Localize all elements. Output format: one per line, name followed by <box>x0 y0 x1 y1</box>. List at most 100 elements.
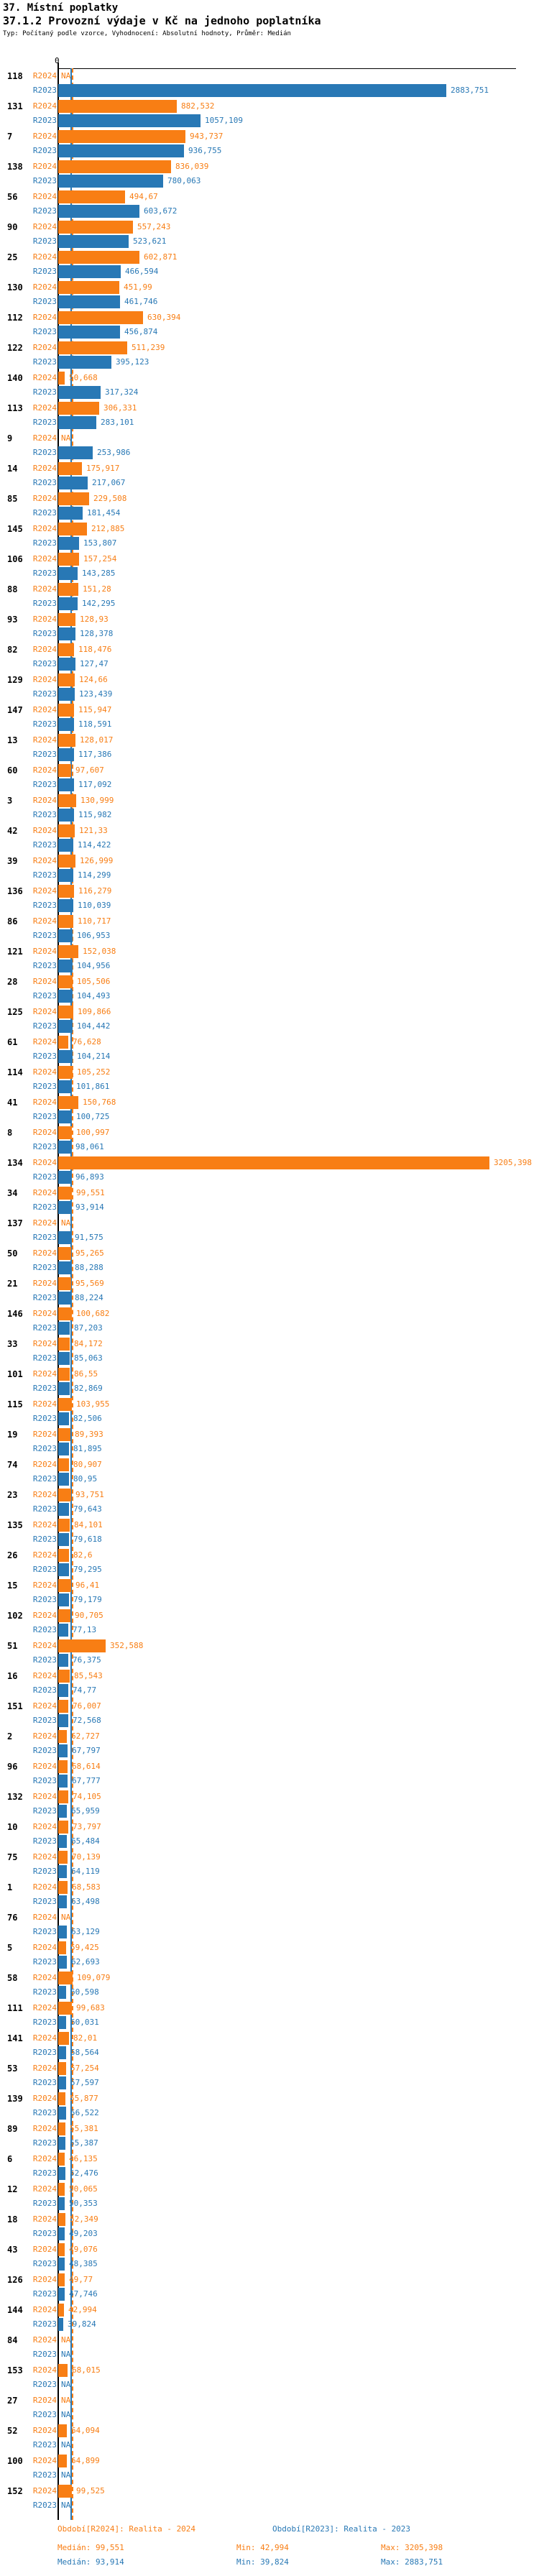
group-id-label: 85 <box>7 494 18 504</box>
bar-r2024 <box>58 2213 65 2226</box>
group-id-label: 56 <box>7 192 18 202</box>
value-label-r2023: 49,203 <box>69 2229 98 2238</box>
bar-r2024 <box>58 643 74 656</box>
value-label-r2024: 100,997 <box>76 1128 110 1137</box>
na-label-r2023: NA <box>61 2440 71 2450</box>
value-label-r2024: 96,41 <box>75 1581 100 1590</box>
bar-r2024 <box>58 341 127 354</box>
group-id-label: 74 <box>7 1460 18 1470</box>
series-label-r2023: R2023 <box>32 1535 57 1544</box>
bar-r2024 <box>58 190 125 203</box>
series-label-r2024: R2024 <box>32 735 57 745</box>
series-label-r2024: R2024 <box>32 1792 57 1801</box>
value-label-r2024: 90,705 <box>75 1611 103 1620</box>
bar-r2024 <box>58 824 75 837</box>
legend-median-r2024: Medián: 99,551 <box>57 2543 124 2552</box>
group-id-label: 8 <box>7 1128 13 1138</box>
series-label-r2023: R2023 <box>32 538 57 548</box>
value-label-r2023: 55,387 <box>70 2138 98 2148</box>
group-id-label: 39 <box>7 856 18 866</box>
bar-r2023 <box>58 1443 69 1455</box>
value-label-r2024: 89,393 <box>75 1430 103 1439</box>
group-id-label: 82 <box>7 645 18 655</box>
group-id-label: 90 <box>7 222 18 232</box>
value-label-r2024: 80,907 <box>73 1460 102 1469</box>
axis-zero-tick <box>57 63 59 68</box>
bar-r2023 <box>58 416 96 429</box>
value-label-r2024: 50,065 <box>69 2184 98 2194</box>
bar-r2024 <box>58 2485 72 2498</box>
bar-r2023 <box>58 869 73 882</box>
series-label-r2023: R2023 <box>32 810 57 819</box>
value-label-r2024: 95,569 <box>75 1279 104 1288</box>
bar-r2023 <box>58 1110 72 1123</box>
bar-r2024 <box>58 613 75 626</box>
series-label-r2024: R2024 <box>32 2184 57 2194</box>
value-label-r2024: 46,135 <box>69 2154 98 2163</box>
bar-r2024 <box>58 1458 69 1471</box>
bar-r2023 <box>58 1865 67 1878</box>
value-label-r2023: 80,95 <box>73 1474 98 1484</box>
value-label-r2024: 76,628 <box>73 1037 101 1046</box>
value-label-r2023: 91,575 <box>75 1233 103 1242</box>
bar-r2024 <box>58 2153 65 2166</box>
series-label-r2023: R2023 <box>32 1082 57 1091</box>
value-label-r2024: 152,038 <box>83 947 116 956</box>
group-id-label: 13 <box>7 735 18 745</box>
series-label-r2023: R2023 <box>32 1595 57 1604</box>
value-label-r2023: 106,953 <box>77 931 111 940</box>
value-label-r2023: 104,442 <box>77 1021 111 1031</box>
bar-r2023 <box>58 477 88 489</box>
series-label-r2023: R2023 <box>32 1927 57 1936</box>
bar-r2024 <box>58 915 73 928</box>
value-label-r2024: 451,99 <box>124 282 152 292</box>
series-label-r2024: R2024 <box>32 2305 57 2314</box>
group-id-label: 25 <box>7 252 18 262</box>
group-id-label: 7 <box>7 132 13 142</box>
series-label-r2024: R2024 <box>32 1943 57 1952</box>
series-label-r2023: R2023 <box>32 357 57 367</box>
group-id-label: 136 <box>7 886 23 896</box>
value-label-r2024: 306,331 <box>103 403 137 413</box>
group-id-label: 153 <box>7 2365 23 2375</box>
series-label-r2024: R2024 <box>32 765 57 775</box>
bar-r2023 <box>58 1080 72 1093</box>
bar-r2023 <box>58 1533 69 1546</box>
value-label-r2024: 50,668 <box>69 373 98 382</box>
series-label-r2024: R2024 <box>32 2124 57 2133</box>
value-label-r2024: 110,717 <box>78 916 111 926</box>
group-id-label: 140 <box>7 373 23 383</box>
bar-r2023 <box>58 1141 71 1154</box>
series-label-r2024: R2024 <box>32 1037 57 1046</box>
group-id-label: 114 <box>7 1067 23 1077</box>
group-id-label: 3 <box>7 796 13 806</box>
series-label-r2024: R2024 <box>32 947 57 956</box>
value-label-r2024: 68,583 <box>72 1882 101 1892</box>
value-label-r2023: 48,385 <box>69 2259 98 2268</box>
series-label-r2023: R2023 <box>32 176 57 185</box>
series-label-r2024: R2024 <box>32 1067 57 1077</box>
value-label-r2024: 151,28 <box>83 584 111 594</box>
series-label-r2023: R2023 <box>32 1625 57 1634</box>
value-label-r2024: 121,33 <box>79 826 108 835</box>
bar-r2024 <box>58 2122 65 2135</box>
series-label-r2024: R2024 <box>32 1128 57 1137</box>
bar-r2024 <box>58 523 87 535</box>
series-label-r2024: R2024 <box>32 1973 57 1982</box>
group-id-label: 51 <box>7 1641 18 1651</box>
group-id-label: 16 <box>7 1671 18 1681</box>
bar-r2023 <box>58 1593 69 1606</box>
series-label-r2024: R2024 <box>32 1581 57 1590</box>
na-label-r2024: NA <box>61 2396 71 2405</box>
value-label-r2023: 67,797 <box>72 1746 101 1755</box>
series-label-r2023: R2023 <box>32 1957 57 1966</box>
series-label-r2023: R2023 <box>32 1142 57 1151</box>
series-label-r2023: R2023 <box>32 116 57 125</box>
value-label-r2023: 79,179 <box>73 1595 102 1604</box>
group-id-label: 118 <box>7 71 23 81</box>
value-label-r2024: 68,015 <box>72 2365 101 2375</box>
value-label-r2024: 99,683 <box>76 2003 105 2012</box>
value-label-r2024: 511,239 <box>132 343 165 352</box>
series-label-r2023: R2023 <box>32 1776 57 1785</box>
value-label-r2023: 52,476 <box>70 2168 98 2178</box>
